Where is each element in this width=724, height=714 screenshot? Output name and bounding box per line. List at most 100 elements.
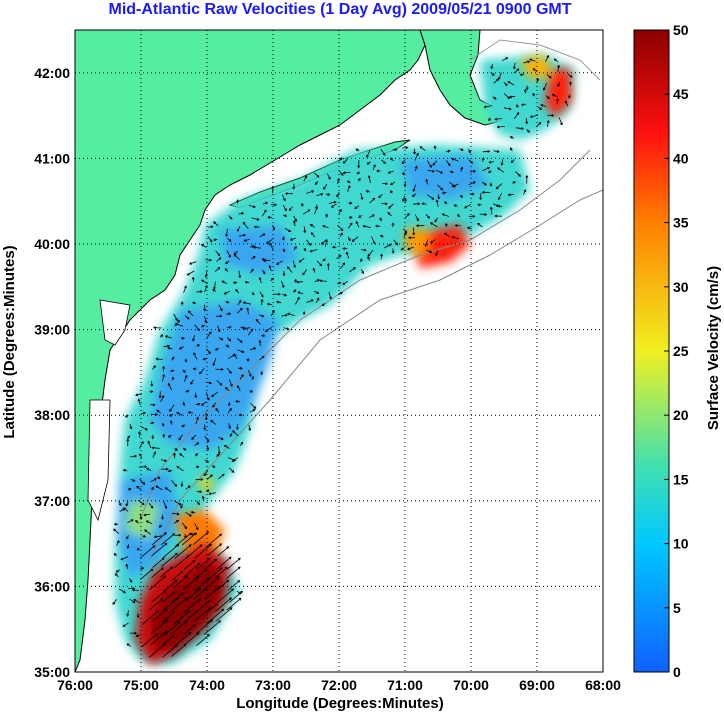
velocity-arrow-head bbox=[518, 173, 521, 177]
velocity-arrow-head bbox=[184, 597, 188, 601]
velocity-arrow bbox=[239, 374, 244, 380]
velocity-arrow-head bbox=[239, 413, 243, 417]
velocity-arrow-head bbox=[444, 222, 448, 226]
velocity-arrow bbox=[215, 556, 232, 570]
x-tick-label: 74:00 bbox=[189, 677, 225, 693]
velocity-arrow-head bbox=[332, 245, 335, 249]
velocity-arrow-head bbox=[213, 286, 216, 290]
y-tick-label: 41:00 bbox=[34, 150, 70, 166]
velocity-arrow-head bbox=[142, 411, 146, 415]
velocity-arrow-head bbox=[429, 250, 433, 254]
velocity-arrow bbox=[515, 127, 524, 130]
velocity-arrow-head bbox=[525, 87, 529, 91]
velocity-arrow bbox=[366, 150, 371, 158]
velocity-arrow bbox=[310, 249, 318, 252]
velocity-arrow-head bbox=[170, 369, 174, 373]
velocity-arrow bbox=[316, 260, 322, 266]
velocity-arrow-head bbox=[226, 579, 230, 583]
velocity-arrow bbox=[382, 182, 388, 185]
velocity-arrow-head bbox=[183, 447, 187, 451]
velocity-arrow-head bbox=[193, 624, 196, 627]
velocity-arrow bbox=[146, 520, 153, 524]
velocity-arrow bbox=[162, 644, 178, 658]
velocity-arrow-head bbox=[253, 347, 257, 350]
colorbar-tick-label: 20 bbox=[673, 407, 689, 423]
velocity-arrow bbox=[464, 203, 472, 209]
velocity-arrow-head bbox=[151, 436, 155, 440]
velocity-arrow bbox=[503, 93, 510, 99]
velocity-arrow-head bbox=[169, 420, 173, 423]
velocity-arrow bbox=[495, 183, 503, 190]
velocity-arrow-head bbox=[241, 350, 245, 353]
velocity-arrow-head bbox=[315, 182, 318, 186]
velocity-arrow bbox=[195, 417, 199, 425]
velocity-arrow-head bbox=[284, 293, 288, 297]
velocity-arrow-head bbox=[216, 576, 220, 580]
velocity-arrow bbox=[354, 205, 360, 209]
velocity-arrow-head bbox=[271, 185, 275, 189]
velocity-arrow-head bbox=[184, 285, 187, 289]
velocity-arrow-head bbox=[412, 189, 416, 192]
velocity-arrow bbox=[508, 193, 515, 196]
velocity-arrow-head bbox=[220, 367, 224, 371]
velocity-arrow-head bbox=[180, 592, 184, 596]
velocity-arrow bbox=[338, 170, 344, 176]
velocity-arrow-head bbox=[303, 230, 307, 234]
velocity-arrow bbox=[430, 239, 436, 244]
velocity-arrow-head bbox=[227, 403, 231, 407]
velocity-arrow-head bbox=[207, 600, 210, 603]
velocity-arrow bbox=[206, 603, 218, 614]
velocity-arrow bbox=[451, 158, 459, 162]
x-tick-label: 69:00 bbox=[519, 677, 555, 693]
velocity-arrow-head bbox=[391, 250, 395, 254]
velocity-arrow-head bbox=[258, 276, 262, 281]
velocity-arrow bbox=[120, 556, 129, 560]
velocity-arrow bbox=[543, 82, 547, 91]
velocity-arrow-head bbox=[302, 272, 305, 276]
velocity-arrow bbox=[337, 178, 340, 185]
x-tick-label: 75:00 bbox=[123, 677, 159, 693]
velocity-arrow-head bbox=[233, 253, 237, 257]
velocity-arrow-head bbox=[162, 433, 166, 437]
velocity-arrow-head bbox=[114, 573, 118, 576]
velocity-arrow-head bbox=[375, 224, 378, 228]
velocity-arrow-head bbox=[195, 452, 198, 456]
velocity-arrow bbox=[207, 236, 213, 242]
velocity-arrow-head bbox=[157, 476, 161, 480]
velocity-arrow bbox=[306, 190, 314, 194]
velocity-arrow bbox=[171, 571, 183, 582]
velocity-arrow bbox=[303, 226, 306, 233]
velocity-arrow bbox=[136, 486, 142, 490]
velocity-arrow bbox=[436, 200, 439, 207]
velocity-arrow-head bbox=[141, 567, 145, 570]
velocity-arrow bbox=[342, 280, 349, 285]
velocity-arrow bbox=[401, 159, 406, 164]
velocity-arrow-head bbox=[342, 262, 346, 266]
velocity-arrow bbox=[160, 395, 165, 403]
velocity-arrow-head bbox=[176, 597, 179, 600]
velocity-arrow bbox=[122, 622, 129, 627]
velocity-arrow bbox=[163, 501, 167, 509]
velocity-arrow-head bbox=[219, 382, 223, 386]
velocity-arrow-head bbox=[163, 642, 167, 646]
velocity-arrow bbox=[224, 445, 230, 450]
velocity-arrow-head bbox=[154, 478, 158, 481]
velocity-arrow-head bbox=[188, 532, 192, 536]
velocity-arrow-head bbox=[309, 224, 313, 227]
velocity-arrow bbox=[185, 485, 191, 490]
velocity-arrow bbox=[360, 192, 363, 200]
velocity-arrow-head bbox=[153, 326, 156, 330]
velocity-arrow-head bbox=[282, 198, 286, 202]
velocity-arrow-head bbox=[296, 280, 300, 284]
velocity-arrow bbox=[215, 408, 220, 413]
velocity-arrow-head bbox=[174, 322, 178, 326]
velocity-arrow bbox=[380, 254, 383, 260]
velocity-arrow-head bbox=[320, 193, 324, 196]
velocity-arrow bbox=[196, 291, 203, 293]
velocity-arrow-head bbox=[434, 219, 438, 223]
velocity-arrow bbox=[535, 122, 542, 128]
velocity-arrow bbox=[489, 161, 494, 163]
velocity-arrow bbox=[217, 588, 234, 603]
velocity-arrow-head bbox=[328, 176, 331, 180]
velocity-arrow-head bbox=[124, 414, 128, 418]
